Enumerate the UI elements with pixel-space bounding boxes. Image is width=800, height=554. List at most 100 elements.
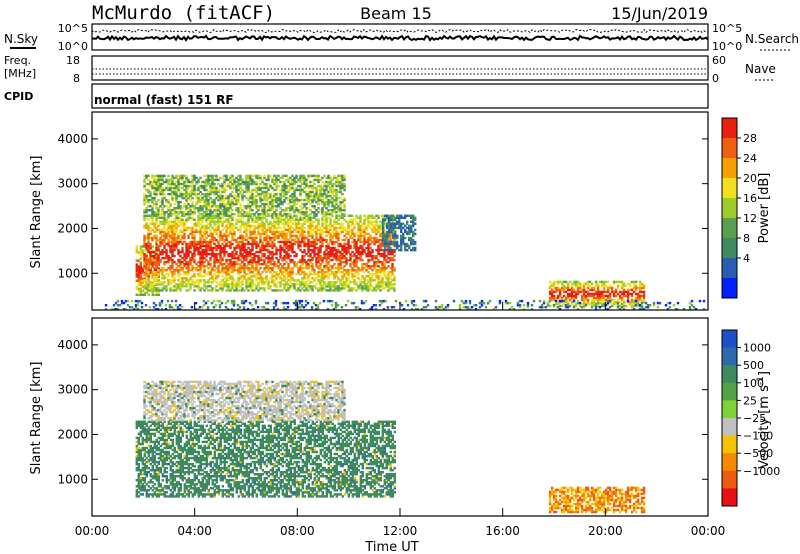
- echo-cell: [267, 224, 270, 228]
- echo-cell: [227, 285, 230, 288]
- echo-cell: [291, 285, 294, 288]
- echo-cell: [195, 202, 198, 206]
- echo-cell: [299, 178, 302, 182]
- echo-cell: [143, 216, 146, 220]
- echo-cell: [211, 281, 214, 284]
- echo-cell: [297, 267, 300, 270]
- echo-cell: [261, 228, 264, 232]
- echo-cell: [155, 246, 158, 250]
- echo-cell: [257, 260, 260, 264]
- echo-cell: [369, 242, 372, 246]
- echo-cell: [285, 256, 288, 260]
- echo-cell: [359, 250, 362, 254]
- echo-cell: [275, 194, 278, 198]
- echo-cell: [287, 184, 290, 188]
- echo-cell: [365, 252, 368, 256]
- echo-cell: [281, 271, 284, 274]
- echo-cell: [207, 190, 210, 194]
- echo-cell: [323, 252, 326, 256]
- echo-cell: [155, 277, 158, 280]
- echo-cell: [191, 188, 194, 192]
- echo-cell: [153, 250, 156, 254]
- echo-cell: [363, 226, 366, 230]
- echo-cell: [153, 275, 156, 278]
- echo-cell: [359, 269, 362, 272]
- echo-cell: [311, 273, 314, 276]
- echo-cell: [277, 216, 280, 220]
- echo-cell: [163, 218, 166, 222]
- echo-cell: [237, 271, 240, 274]
- echo-cell: [357, 236, 360, 240]
- echo-cell: [369, 236, 372, 240]
- echo-cell: [371, 289, 374, 292]
- echo-cell: [331, 252, 334, 256]
- echo-cell: [157, 209, 160, 212]
- echo-cell: [187, 269, 190, 272]
- echo-cell: [353, 240, 356, 244]
- echo-cell: [147, 198, 150, 202]
- echo-cell: [297, 230, 300, 234]
- echo-cell: [271, 252, 274, 256]
- echo-cell: [305, 236, 308, 240]
- echo-cell: [201, 258, 204, 262]
- echo-cell: [305, 218, 308, 222]
- echo-cell: [147, 267, 150, 270]
- echo-cell: [353, 258, 356, 262]
- echo-cell: [191, 258, 194, 262]
- echo-cell: [223, 207, 226, 210]
- echo-cell: [219, 254, 222, 258]
- echo-cell: [349, 269, 352, 272]
- echo-cell: [261, 258, 264, 262]
- echo-cell: [191, 236, 194, 240]
- echo-cell: [155, 205, 158, 208]
- echo-cell: [315, 234, 318, 238]
- echo-cell: [319, 192, 322, 196]
- echo-cell: [379, 275, 382, 278]
- echo-cell: [303, 190, 306, 194]
- echo-cell: [347, 285, 350, 288]
- echo-cell: [333, 275, 336, 278]
- echo-cell: [379, 281, 382, 284]
- echo-cell: [321, 209, 324, 212]
- echo-cell: [151, 265, 154, 268]
- echo-cell: [225, 260, 228, 264]
- echo-cell: [327, 254, 330, 258]
- echo-cell: [281, 256, 284, 260]
- echo-cell: [237, 207, 240, 210]
- echo-cell: [237, 258, 240, 262]
- echo-cell: [295, 263, 298, 266]
- echo-cell: [159, 228, 162, 232]
- echo-cell: [293, 238, 296, 242]
- echo-cell: [157, 184, 160, 188]
- echo-cell: [177, 182, 180, 186]
- echo-cell: [331, 273, 334, 276]
- echo-cell: [167, 180, 170, 184]
- echo-cell: [351, 281, 354, 284]
- echo-cell: [147, 287, 150, 291]
- echo-cell: [185, 184, 188, 188]
- echo-cell: [201, 254, 204, 258]
- echo-cell: [261, 216, 264, 220]
- echo-cell: [213, 214, 216, 218]
- echo-cell: [229, 211, 232, 214]
- echo-cell: [277, 202, 280, 206]
- echo-cell: [367, 275, 370, 278]
- echo-cell: [311, 267, 314, 270]
- echo-cell: [229, 216, 232, 220]
- echo-cell: [235, 244, 238, 248]
- echo-cell: [275, 230, 278, 234]
- echo-cell: [349, 271, 352, 274]
- echo-cell: [271, 178, 274, 182]
- echo-cell: [327, 250, 330, 254]
- echo-cell: [207, 174, 210, 178]
- echo-cell: [271, 244, 274, 248]
- echo-cell: [145, 267, 148, 270]
- echo-cell: [373, 260, 376, 264]
- echo-cell: [379, 279, 382, 282]
- echo-cell: [191, 184, 194, 188]
- echo-cell: [251, 279, 254, 282]
- echo-cell: [335, 192, 338, 196]
- echo-cell: [317, 275, 320, 278]
- echo-cell: [283, 238, 286, 242]
- echo-cell: [319, 283, 322, 286]
